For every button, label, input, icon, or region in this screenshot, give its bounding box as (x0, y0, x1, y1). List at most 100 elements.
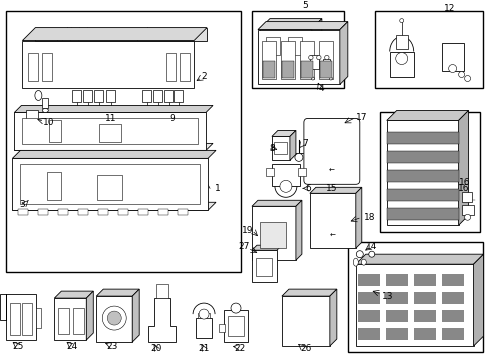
Bar (72, 90, 81, 103)
Bar (297, 168, 305, 176)
Polygon shape (357, 274, 379, 286)
Polygon shape (271, 130, 295, 136)
Text: 15: 15 (325, 184, 337, 193)
Polygon shape (355, 264, 472, 346)
Polygon shape (413, 274, 435, 286)
Bar (156, 284, 168, 298)
Polygon shape (0, 294, 36, 340)
Polygon shape (271, 136, 289, 160)
Bar (22, 303, 32, 335)
Bar (461, 192, 470, 202)
Circle shape (395, 53, 407, 64)
Bar (255, 258, 271, 276)
Text: 20: 20 (150, 343, 162, 352)
Polygon shape (441, 328, 463, 340)
Polygon shape (386, 111, 468, 121)
Polygon shape (357, 292, 379, 304)
Bar (47, 172, 61, 200)
Bar (58, 308, 69, 334)
Bar (26, 111, 38, 121)
Text: 27: 27 (238, 242, 249, 251)
Polygon shape (251, 245, 282, 250)
Polygon shape (54, 298, 86, 340)
Polygon shape (282, 60, 293, 77)
Text: 19: 19 (242, 226, 253, 235)
Bar (395, 35, 407, 49)
Ellipse shape (361, 259, 366, 265)
Polygon shape (263, 60, 274, 77)
Circle shape (102, 306, 126, 330)
Polygon shape (309, 187, 361, 193)
Polygon shape (14, 105, 213, 112)
Ellipse shape (42, 108, 48, 112)
Polygon shape (472, 254, 483, 346)
Circle shape (458, 72, 464, 77)
Polygon shape (441, 292, 463, 304)
Polygon shape (251, 250, 276, 282)
Polygon shape (251, 200, 301, 206)
Polygon shape (304, 50, 338, 82)
Bar (166, 53, 176, 81)
Bar (281, 41, 294, 78)
Polygon shape (282, 296, 329, 346)
Bar (78, 209, 88, 215)
Text: 12: 12 (443, 4, 454, 13)
Bar (178, 209, 188, 215)
Circle shape (464, 76, 469, 81)
Polygon shape (22, 28, 206, 41)
Polygon shape (12, 202, 216, 210)
Bar (180, 53, 190, 81)
Bar (164, 90, 173, 103)
Bar (461, 205, 472, 215)
Bar (273, 143, 286, 154)
Polygon shape (355, 254, 483, 264)
Text: 18: 18 (363, 213, 375, 222)
Bar (153, 90, 162, 103)
Circle shape (199, 309, 209, 319)
Polygon shape (132, 289, 139, 342)
Text: 7: 7 (302, 139, 307, 148)
Polygon shape (386, 170, 458, 182)
Polygon shape (258, 30, 339, 85)
Bar (287, 37, 301, 55)
Text: 16: 16 (457, 184, 468, 193)
Bar (97, 175, 122, 200)
Bar (28, 53, 38, 81)
Circle shape (464, 214, 469, 220)
Bar (389, 51, 413, 77)
Polygon shape (289, 130, 295, 160)
Text: 17: 17 (355, 113, 367, 122)
Polygon shape (12, 158, 207, 210)
Bar (20, 165, 200, 204)
Bar (347, 242, 482, 352)
Text: 8: 8 (268, 144, 274, 153)
Text: 24: 24 (66, 342, 78, 351)
Bar (58, 209, 68, 215)
Text: 13: 13 (381, 292, 393, 301)
Ellipse shape (356, 251, 363, 258)
Polygon shape (35, 28, 206, 41)
Text: 25: 25 (13, 342, 24, 351)
Text: 11: 11 (104, 114, 116, 123)
Bar (309, 55, 318, 68)
Bar (6, 11, 241, 272)
Text: ←: ← (329, 233, 335, 239)
Polygon shape (96, 289, 139, 296)
Text: 22: 22 (234, 343, 245, 352)
Polygon shape (311, 19, 321, 60)
Text: ←: ← (328, 167, 334, 174)
Polygon shape (386, 189, 458, 201)
Polygon shape (319, 60, 331, 77)
Polygon shape (385, 328, 407, 340)
Bar (219, 324, 224, 332)
Bar (251, 11, 343, 89)
Circle shape (230, 303, 241, 313)
Circle shape (324, 55, 328, 60)
Bar (262, 41, 275, 78)
Bar (271, 165, 299, 186)
Polygon shape (329, 289, 336, 346)
Text: 6: 6 (305, 184, 310, 193)
Text: 4: 4 (318, 84, 324, 93)
Polygon shape (12, 150, 216, 158)
Bar (322, 68, 329, 77)
